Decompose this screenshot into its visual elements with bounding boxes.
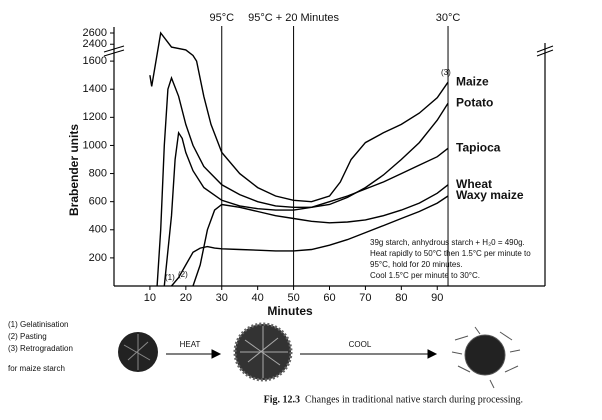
x-axis-label: Minutes: [267, 304, 313, 318]
y-axis-label: Brabender units: [67, 124, 81, 216]
condition-note: Heat rapidly to 50°C then 1.5°C per minu…: [370, 249, 531, 258]
stage-label: (2) Pasting: [8, 332, 47, 341]
caption-text: Changes in traditional native starch dur…: [305, 394, 523, 405]
y-tick-label: 1400: [83, 83, 107, 95]
x-tick-label: 50: [287, 292, 299, 304]
condition-note: 95°C, hold for 20 minutes.: [370, 260, 463, 269]
y-tick-label: 400: [89, 224, 107, 236]
y-tick-label: 1600: [83, 55, 107, 67]
condition-note: 39g starch, anhydrous starch + H₂0 = 490…: [370, 238, 525, 247]
y-tick-label: 2400: [83, 38, 107, 50]
series-label: Maize: [456, 74, 489, 88]
x-tick-label: 10: [144, 292, 156, 304]
series-line: [192, 184, 449, 287]
heat-label: HEAT: [180, 340, 201, 349]
y-tick-label: 200: [89, 252, 107, 264]
y-tick-label: 600: [89, 196, 107, 208]
granule-swollen: [233, 322, 293, 382]
x-tick-label: 20: [180, 292, 192, 304]
series-line: [170, 195, 449, 287]
series-label: Tapioca: [456, 140, 501, 154]
reference-label: 95°C + 20 Minutes: [248, 12, 339, 24]
annotation: (1): [165, 273, 175, 282]
reference-label: 95°C: [209, 12, 234, 24]
cool-label: COOL: [349, 340, 372, 349]
series-label: Wheat: [456, 177, 492, 191]
caption-label: Fig. 12.3: [264, 394, 300, 405]
x-tick-label: 30: [216, 292, 228, 304]
x-tick-label: 60: [323, 292, 335, 304]
x-tick-label: 70: [359, 292, 371, 304]
annotation: (3): [441, 68, 451, 77]
x-tick-label: 80: [395, 292, 407, 304]
y-tick-label: 2600: [83, 27, 107, 39]
y-tick-label: 800: [89, 167, 107, 179]
condition-note: Cool 1.5°C per minute to 30°C.: [370, 271, 480, 280]
stage-label: (1) Gelatinisation: [8, 320, 68, 329]
granule-native: [118, 332, 158, 372]
annotation: (2): [178, 270, 188, 279]
arrow-heat: [166, 349, 222, 359]
x-tick-label: 40: [252, 292, 264, 304]
series-line: [156, 75, 449, 287]
granule-retrograded: [451, 326, 521, 389]
x-tick-label: 90: [431, 292, 443, 304]
stage-label: (3) Retrogradation: [8, 344, 73, 353]
series-line: [163, 130, 449, 287]
reference-label: 30°C: [436, 12, 461, 24]
series-label: Potato: [456, 95, 493, 109]
y-tick-label: 1200: [83, 111, 107, 123]
y-tick-label: 1000: [83, 139, 107, 151]
arrow-cool: [300, 349, 438, 359]
series-label: Waxy maize: [456, 188, 524, 202]
series-line: [149, 31, 449, 203]
note: for maize starch: [8, 364, 65, 373]
